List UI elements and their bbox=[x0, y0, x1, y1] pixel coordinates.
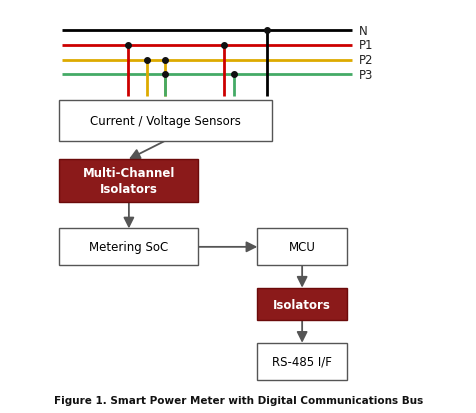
Text: Current / Voltage Sensors: Current / Voltage Sensors bbox=[90, 114, 240, 128]
Text: P1: P1 bbox=[358, 39, 372, 52]
Text: Metering SoC: Metering SoC bbox=[89, 241, 168, 254]
FancyBboxPatch shape bbox=[257, 229, 346, 266]
FancyBboxPatch shape bbox=[59, 229, 198, 266]
FancyBboxPatch shape bbox=[257, 343, 346, 380]
FancyBboxPatch shape bbox=[59, 160, 198, 202]
Text: P2: P2 bbox=[358, 54, 372, 67]
Text: MCU: MCU bbox=[288, 241, 315, 254]
Text: RS-485 I/F: RS-485 I/F bbox=[272, 355, 331, 368]
Text: P3: P3 bbox=[358, 69, 372, 82]
FancyBboxPatch shape bbox=[257, 288, 346, 320]
Text: Figure 1. Smart Power Meter with Digital Communications Bus: Figure 1. Smart Power Meter with Digital… bbox=[54, 395, 422, 405]
FancyBboxPatch shape bbox=[59, 100, 271, 141]
Text: Isolators: Isolators bbox=[273, 298, 330, 311]
Text: N: N bbox=[358, 25, 367, 38]
Text: Multi-Channel
Isolators: Multi-Channel Isolators bbox=[82, 166, 175, 195]
